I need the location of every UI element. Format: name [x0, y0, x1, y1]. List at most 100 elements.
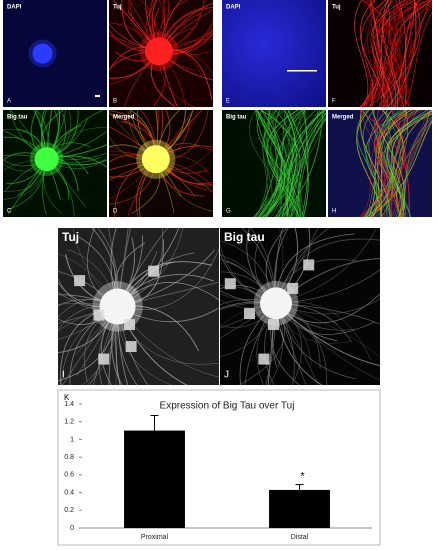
fiber	[362, 110, 378, 217]
micrograph-image	[58, 228, 219, 385]
fiber	[371, 110, 405, 217]
micrograph-image	[222, 110, 326, 217]
fiber	[366, 110, 432, 217]
micrograph-panel: Big tau J	[220, 228, 380, 385]
bar	[124, 430, 185, 528]
image-background	[3, 0, 107, 107]
panel-letter: I	[62, 370, 65, 381]
sample-square	[124, 319, 136, 331]
fiber	[265, 110, 286, 217]
fiber	[372, 110, 412, 217]
sample-square	[287, 282, 299, 294]
fiber	[220, 299, 277, 308]
micrograph-image	[328, 0, 432, 107]
panel-title: Tuj	[332, 5, 341, 11]
chart-frame	[57, 389, 381, 546]
panel-title: Big tau	[7, 115, 28, 121]
fiber	[387, 0, 417, 107]
fiber	[256, 110, 292, 217]
fiber	[296, 110, 321, 217]
fiber	[262, 110, 286, 217]
fiber	[402, 116, 432, 217]
fiber	[62, 306, 118, 385]
y-tick-label: 1.4	[64, 401, 74, 408]
micrograph-panel: Tuj I	[58, 228, 219, 385]
fiber	[367, 0, 402, 107]
fiber	[275, 303, 319, 385]
panel-letter: H	[332, 209, 336, 215]
significance-label: *	[300, 471, 305, 483]
micrograph-panel: Merged H	[328, 110, 432, 217]
fiber	[363, 110, 409, 217]
fiber	[381, 110, 404, 217]
fiber	[110, 228, 118, 307]
fiber	[375, 0, 415, 107]
fiber	[365, 111, 432, 217]
fiber	[284, 110, 302, 217]
fiber	[117, 228, 184, 307]
fiber	[392, 0, 404, 107]
fiber	[381, 0, 406, 107]
fiber	[382, 0, 397, 107]
fiber	[369, 0, 390, 107]
fiber	[46, 110, 66, 160]
fiber	[362, 2, 432, 107]
fiber	[359, 0, 388, 107]
fiber	[287, 110, 309, 217]
panel-title: Tuj	[113, 5, 122, 11]
fiber	[275, 228, 377, 304]
fiber	[256, 303, 277, 385]
fiber	[58, 270, 118, 307]
bar	[269, 489, 330, 528]
fiber	[399, 110, 410, 217]
micrograph-image	[3, 110, 107, 217]
fiber	[362, 0, 396, 107]
fiber	[253, 110, 321, 217]
fiber	[117, 281, 219, 307]
micrograph-image	[328, 110, 432, 217]
micrograph-image	[109, 110, 213, 217]
fiber	[360, 110, 385, 217]
fiber	[377, 110, 418, 217]
fiber	[374, 110, 403, 217]
fiber	[260, 110, 325, 217]
panel-letter: J	[224, 370, 229, 381]
fiber	[220, 254, 277, 304]
fiber	[117, 228, 132, 307]
sample-square	[125, 341, 137, 353]
y-tick-label: 0.2	[64, 507, 74, 514]
fiber	[369, 110, 394, 217]
fiber	[256, 110, 299, 217]
fiber	[266, 110, 300, 217]
fiber	[375, 110, 409, 217]
y-tick-label: 0.8	[64, 454, 74, 461]
fiber	[369, 110, 405, 217]
fiber	[257, 110, 326, 217]
fiber	[220, 303, 277, 339]
fiber	[287, 110, 324, 217]
sample-square	[258, 353, 270, 365]
fiber	[376, 0, 420, 107]
panel-title: Big tau	[226, 115, 247, 121]
x-tick-label: Proximal	[141, 534, 169, 541]
sample-square	[93, 309, 105, 321]
y-tick-label: 1	[70, 436, 74, 443]
x-tick-label: Distal	[291, 534, 309, 541]
fiber	[259, 110, 281, 217]
scale-bar	[287, 70, 317, 72]
panel-letter: C	[7, 209, 12, 215]
soma	[141, 145, 170, 174]
fiber	[117, 306, 149, 385]
fiber	[220, 240, 277, 304]
fiber	[370, 0, 406, 107]
fiber	[393, 3, 432, 107]
sample-square	[224, 278, 236, 290]
fiber	[275, 238, 380, 304]
fiber	[360, 0, 387, 107]
fiber	[301, 110, 309, 217]
scale-bar	[95, 95, 100, 97]
fiber	[363, 0, 415, 107]
micrograph-panel: Big tau G	[222, 110, 326, 217]
panel-letter: D	[113, 209, 118, 215]
y-tick-label: 0	[70, 525, 74, 532]
